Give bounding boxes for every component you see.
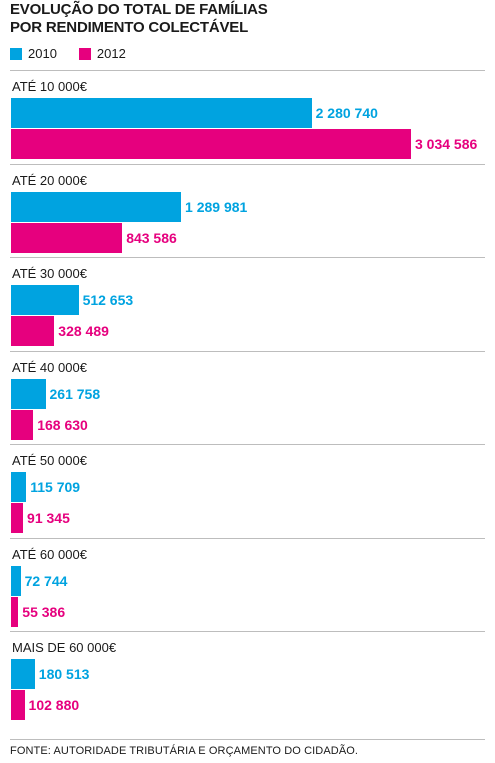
bar-2012-ate-60-000: [11, 596, 19, 627]
source-note: FONTE: AUTORIDADE TRIBUTÁRIA E ORÇAMENTO…: [10, 745, 359, 757]
bar-2012-ate-20-000: [11, 222, 123, 253]
data-label-2012-ate-40-000: 168 630: [37, 416, 88, 433]
legend: 2010 2012: [10, 46, 148, 61]
group-divider: [10, 631, 485, 632]
group-divider: [10, 537, 485, 539]
data-label-2012-ate-20-000: 843 586: [126, 229, 177, 246]
data-label-2010-ate-10-000: 2 280 740: [315, 105, 378, 121]
bar-2012-ate-30-000: [11, 316, 55, 346]
data-label-2012-ate-30-000: 328 489: [58, 323, 109, 339]
data-label-2010-ate-50-000: 115 709: [30, 479, 81, 495]
group-divider: [10, 444, 485, 445]
data-label-2010-ate-60-000: 72 744: [24, 572, 68, 589]
legend-item-2012: 2012: [78, 46, 126, 61]
data-label-2010-ate-20-000: 1 289 981: [185, 198, 248, 215]
data-label-2012-ate-10-000: 3 034 586: [415, 136, 478, 152]
data-label-2010-ate-30-000: 512 653: [82, 292, 134, 308]
chart-title-line-2: POR RENDIMENTO COLECTÁVEL: [10, 19, 249, 36]
data-label-2012-ate-50-000: 91 345: [27, 510, 70, 526]
bar-2010-ate-20-000: [11, 191, 182, 222]
bar-2010-ate-10-000: [11, 98, 312, 128]
group-divider: [10, 350, 485, 352]
bar-2010-mais-de-60-000: [11, 659, 35, 689]
bar-2010-ate-60-000: [11, 565, 21, 596]
category-label-mais-de-60-000: MAIS DE 60 000€: [12, 640, 117, 655]
legend-swatch-2012: [78, 47, 91, 60]
bottom-divider: [10, 739, 485, 740]
category-label-ate-20-000: ATÉ 20 000€: [12, 172, 87, 188]
data-label-2012-ate-60-000: 55 386: [22, 603, 66, 620]
bar-2012-mais-de-60-000: [11, 690, 25, 720]
legend-item-2010: 2010: [10, 46, 57, 61]
category-label-ate-60-000: ATÉ 60 000€: [12, 546, 87, 562]
bar-2012-ate-40-000: [11, 409, 34, 440]
category-label-ate-50-000: ATÉ 50 000€: [12, 453, 87, 468]
chart-title: EVOLUÇÃO DO TOTAL DE FAMÍLIAS POR RENDIM…: [10, 1, 480, 37]
chart-title-line-1: EVOLUÇÃO DO TOTAL DE FAMÍLIAS: [10, 1, 268, 18]
category-label-ate-30-000: ATÉ 30 000€: [12, 266, 87, 281]
bar-2010-ate-50-000: [11, 472, 27, 502]
legend-label-2010: 2010: [28, 46, 57, 61]
data-label-2012-mais-de-60-000: 102 880: [28, 697, 80, 713]
category-label-ate-40-000: ATÉ 40 000€: [12, 359, 87, 375]
legend-label-2012: 2012: [96, 46, 126, 61]
data-label-2010-mais-de-60-000: 180 513: [38, 666, 90, 682]
legend-swatch-2010: [10, 47, 22, 60]
group-divider: [10, 257, 485, 258]
group-divider: [10, 163, 485, 165]
bar-2010-ate-40-000: [11, 378, 46, 409]
bar-2012-ate-50-000: [11, 503, 24, 533]
data-label-2010-ate-40-000: 261 758: [49, 385, 101, 402]
group-divider: [10, 70, 485, 71]
bar-2010-ate-30-000: [11, 285, 79, 315]
bar-2012-ate-10-000: [11, 129, 411, 159]
category-label-ate-10-000: ATÉ 10 000€: [12, 79, 87, 94]
